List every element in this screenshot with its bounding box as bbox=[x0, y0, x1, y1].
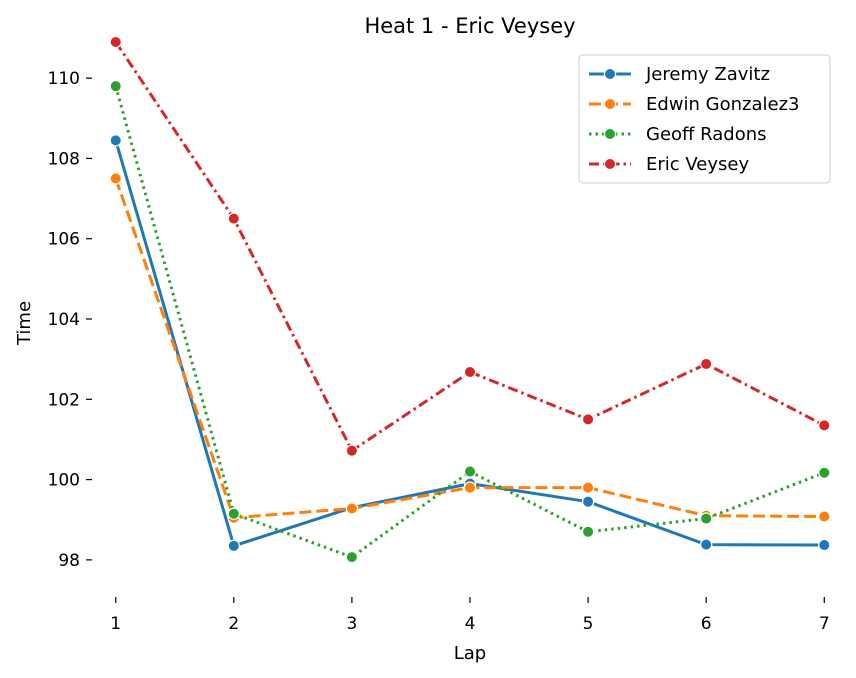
legend-label: Jeremy Zavitz bbox=[645, 64, 770, 85]
x-tick-label: 2 bbox=[228, 614, 239, 634]
data-point bbox=[227, 539, 241, 553]
data-point bbox=[699, 357, 713, 371]
legend: Jeremy Zavitz Edwin Gonzalez3 Geoff Radons… bbox=[578, 54, 831, 184]
y-axis-label: Time bbox=[14, 301, 35, 346]
x-tick-label: 5 bbox=[583, 614, 594, 634]
legend-entry: Geoff Radons bbox=[589, 124, 767, 145]
x-axis-label: Lap bbox=[454, 643, 486, 664]
data-point bbox=[818, 466, 831, 479]
legend-label: Geoff Radons bbox=[646, 124, 767, 145]
legend-label: Eric Veysey bbox=[646, 154, 749, 175]
legend-label: Edwin Gonzalez3 bbox=[646, 94, 799, 115]
series-3 bbox=[109, 35, 831, 457]
data-point bbox=[818, 510, 831, 523]
x-tick-label: 4 bbox=[465, 614, 476, 634]
legend-entry: Eric Veysey bbox=[589, 154, 749, 175]
data-point bbox=[227, 507, 241, 520]
data-point bbox=[581, 495, 595, 508]
data-point bbox=[699, 512, 713, 525]
legend-marker bbox=[603, 97, 617, 111]
data-point bbox=[581, 525, 595, 538]
y-tick-label: 100 bbox=[48, 471, 80, 491]
x-tick-label: 7 bbox=[819, 614, 830, 634]
y-tick-label: 108 bbox=[48, 149, 80, 169]
data-point bbox=[463, 465, 477, 478]
y-tick-label: 102 bbox=[48, 390, 80, 410]
data-point bbox=[109, 79, 122, 93]
y-tick-label: 98 bbox=[58, 551, 80, 571]
y-tick-label: 106 bbox=[48, 230, 80, 250]
legend-marker bbox=[603, 157, 617, 171]
chart-title: Heat 1 - Eric Veysey bbox=[364, 14, 575, 38]
series-2 bbox=[109, 79, 831, 564]
legend-box bbox=[578, 54, 831, 184]
data-point bbox=[345, 444, 359, 457]
x-tick-label: 6 bbox=[701, 614, 712, 634]
legend-marker bbox=[603, 67, 617, 81]
data-point bbox=[109, 134, 122, 147]
data-point bbox=[581, 481, 595, 494]
x-tick-label: 1 bbox=[110, 614, 121, 634]
data-point bbox=[109, 35, 122, 49]
data-point bbox=[463, 481, 477, 494]
legend-entry: Jeremy Zavitz bbox=[589, 64, 770, 85]
data-point bbox=[109, 172, 122, 185]
series-lines bbox=[109, 35, 831, 564]
data-point bbox=[818, 419, 831, 432]
x-tick-label: 3 bbox=[346, 614, 357, 634]
data-point bbox=[345, 502, 359, 515]
data-point bbox=[699, 538, 713, 551]
axis-ticks: 1 2 3 4 5 6 7 98 100 102 104 106 108 110 bbox=[48, 69, 830, 634]
y-tick-label: 104 bbox=[48, 310, 80, 330]
data-point bbox=[345, 550, 359, 564]
legend-entry: Edwin Gonzalez3 bbox=[589, 94, 799, 115]
y-tick-label: 110 bbox=[48, 69, 80, 89]
data-point bbox=[227, 212, 241, 225]
legend-marker bbox=[603, 127, 617, 141]
data-point bbox=[581, 413, 595, 426]
data-point bbox=[463, 365, 477, 379]
data-point bbox=[818, 538, 831, 552]
